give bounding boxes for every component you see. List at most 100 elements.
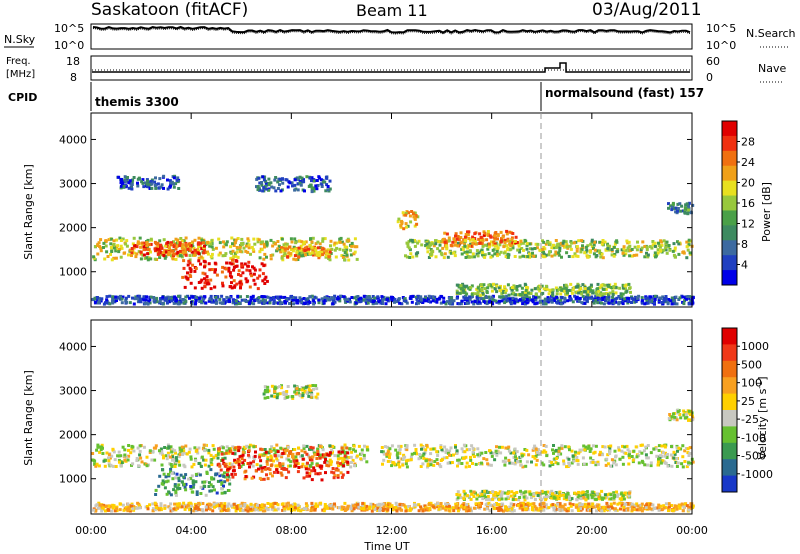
heatmap-cell: [203, 281, 207, 285]
heatmap-cell: [286, 385, 290, 388]
heatmap-cell: [276, 187, 280, 190]
heatmap-cell: [409, 252, 413, 256]
heatmap-cell: [314, 184, 318, 188]
y-tick-label: 3000: [59, 178, 87, 191]
heatmap-cell: [347, 239, 351, 243]
heatmap-cell: [203, 265, 206, 269]
heatmap-cell: [309, 238, 313, 241]
heatmap-cell: [171, 458, 175, 462]
heatmap-cell: [661, 459, 665, 463]
noise-left-tick-top: 10^5: [54, 22, 84, 35]
heatmap-cell: [125, 244, 129, 248]
heatmap-cell: [145, 182, 149, 186]
heatmap-cell: [275, 301, 279, 305]
heatmap-cell: [281, 451, 285, 455]
heatmap-cell: [560, 444, 564, 448]
heatmap-cell: [506, 255, 510, 259]
heatmap-cell: [539, 301, 543, 305]
heatmap-cell: [494, 449, 498, 453]
heatmap-cell: [604, 299, 607, 302]
heatmap-cell: [497, 509, 501, 512]
heatmap-cell: [415, 297, 419, 301]
heatmap-cell: [184, 253, 188, 257]
heatmap-cell: [390, 444, 394, 448]
heatmap-cell: [159, 447, 163, 451]
heatmap-cell: [683, 211, 687, 215]
heatmap-cell: [570, 449, 574, 453]
heatmap-cell: [115, 299, 118, 302]
heatmap-cell: [562, 497, 566, 501]
heatmap-cell: [124, 299, 128, 303]
heatmap-cell: [577, 291, 581, 295]
heatmap-cell: [562, 493, 565, 497]
heatmap-cell: [166, 178, 169, 182]
heatmap-cell: [138, 444, 142, 448]
heatmap-cell: [607, 295, 611, 299]
heatmap-cell: [620, 503, 624, 507]
heatmap-cell: [691, 296, 695, 300]
heatmap-cell: [126, 176, 129, 179]
heatmap-cell: [494, 244, 497, 248]
heatmap-cell: [201, 486, 205, 490]
heatmap-cell: [119, 464, 123, 468]
heatmap-cell: [497, 286, 501, 290]
heatmap-cell: [478, 295, 482, 299]
heatmap-cell: [549, 491, 552, 495]
heatmap-cell: [415, 452, 418, 456]
heatmap-cell: [110, 454, 114, 458]
heatmap-cell: [497, 301, 501, 305]
heatmap-cell: [213, 300, 217, 304]
heatmap-cell: [256, 188, 260, 192]
heatmap-cell: [353, 464, 356, 468]
heatmap-cell: [315, 179, 319, 182]
heatmap-cell: [127, 444, 131, 447]
heatmap-cell: [209, 453, 213, 457]
heatmap-cell: [325, 463, 329, 467]
heatmap-cell: [523, 282, 527, 286]
heatmap-cell: [222, 245, 226, 249]
heatmap-cell: [160, 302, 164, 306]
heatmap-cell: [258, 274, 262, 278]
heatmap-cell: [353, 462, 357, 466]
heatmap-cell: [581, 283, 585, 287]
heatmap-cell: [493, 458, 497, 462]
heatmap-cell: [554, 448, 558, 452]
heatmap-cell: [575, 249, 579, 253]
heatmap-cell: [397, 463, 401, 467]
heatmap-cell: [522, 248, 525, 252]
heatmap-cell: [465, 252, 469, 256]
heatmap-cell: [391, 296, 394, 299]
heatmap-cell: [508, 461, 512, 465]
heatmap-cell: [541, 450, 544, 454]
heatmap-cell: [674, 416, 678, 420]
heatmap-cell: [307, 467, 311, 471]
heatmap-cell: [336, 474, 340, 478]
heatmap-cell: [216, 295, 220, 299]
heatmap-cell: [546, 300, 550, 304]
heatmap-cell: [247, 239, 251, 243]
heatmap-cell: [596, 282, 600, 286]
heatmap-cell: [404, 462, 408, 466]
heatmap-cell: [280, 296, 284, 299]
heatmap-cell: [476, 447, 480, 451]
heatmap-cell: [644, 445, 648, 449]
heatmap-cell: [148, 503, 152, 507]
heatmap-cell: [601, 256, 605, 260]
heatmap-cell: [124, 455, 128, 459]
heatmap-cell: [542, 302, 545, 306]
heatmap-cell: [506, 283, 510, 287]
heatmap-cell: [460, 447, 464, 451]
heatmap-cell: [649, 464, 653, 468]
heatmap-cell: [328, 187, 332, 191]
heatmap-cell: [613, 449, 617, 453]
heatmap-cell: [487, 242, 491, 246]
heatmap-cell: [588, 505, 592, 509]
heatmap-cell: [579, 497, 583, 501]
heatmap-cell: [541, 239, 544, 243]
heatmap-cell: [544, 444, 548, 448]
heatmap-cell: [407, 211, 410, 215]
heatmap-cell: [111, 301, 115, 305]
heatmap-cell: [523, 290, 527, 294]
heatmap-cell: [188, 447, 192, 451]
heatmap-cell: [158, 177, 162, 181]
